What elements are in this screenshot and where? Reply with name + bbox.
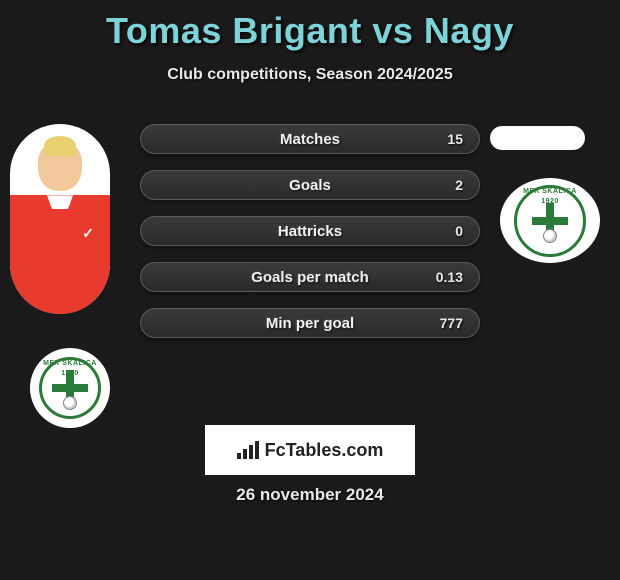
stat-label: Goals per match: [251, 269, 369, 286]
stat-value-right: 0.13: [436, 269, 463, 285]
source-logo-text: FcTables.com: [265, 440, 384, 461]
stat-row-min-per-goal: Min per goal 777: [140, 308, 480, 338]
stat-row-goals: Goals 2: [140, 170, 480, 200]
player-right-photo-placeholder: [490, 126, 585, 150]
crest-text: MFK SKALICA: [514, 188, 586, 195]
stat-value-right: 15: [447, 131, 463, 147]
club-crest-right: MFK SKALICA 1920: [500, 178, 600, 263]
player-jersey: ✓: [10, 195, 110, 314]
stat-row-hattricks: Hattricks 0: [140, 216, 480, 246]
player-left-photo: ✓: [10, 124, 110, 314]
brand-swoosh-icon: ✓: [82, 225, 94, 242]
crest-text: MFK SKALICA: [39, 360, 101, 367]
stat-label: Min per goal: [266, 315, 354, 332]
stat-row-matches: Matches 15: [140, 124, 480, 154]
stats-container: Matches 15 Goals 2 Hattricks 0 Goals per…: [140, 124, 480, 354]
player-head: [38, 142, 82, 191]
date-label: 26 november 2024: [0, 485, 620, 505]
stat-label: Hattricks: [278, 223, 342, 240]
bar-chart-icon: [237, 441, 259, 459]
page-title: Tomas Brigant vs Nagy: [0, 0, 620, 52]
stat-label: Goals: [289, 177, 331, 194]
source-logo: FcTables.com: [205, 425, 415, 475]
stat-label: Matches: [280, 131, 340, 148]
stat-value-right: 0: [455, 223, 463, 239]
stat-row-goals-per-match: Goals per match 0.13: [140, 262, 480, 292]
club-crest-left: MFK SKALICA 1920: [30, 348, 110, 428]
subtitle: Club competitions, Season 2024/2025: [0, 66, 620, 84]
stat-value-right: 777: [440, 315, 463, 331]
stat-value-right: 2: [455, 177, 463, 193]
